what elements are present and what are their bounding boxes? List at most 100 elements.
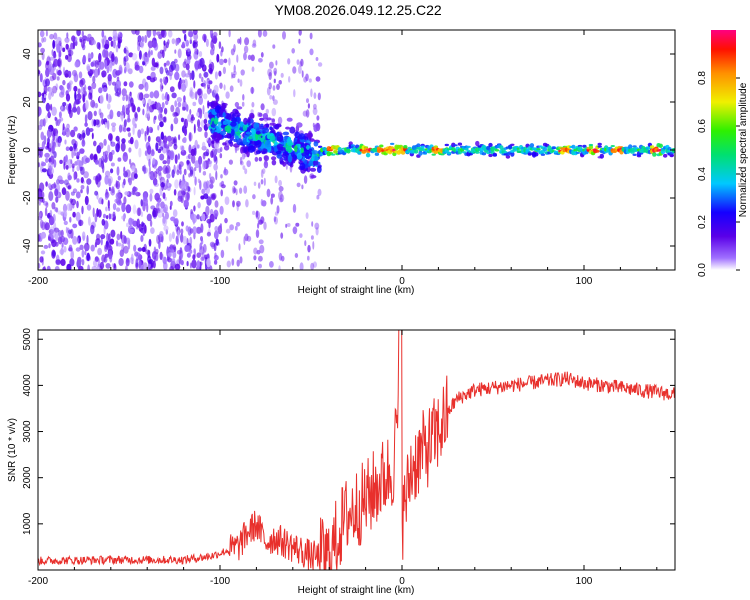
spectrogram-cell — [294, 253, 299, 258]
spectrogram-cell — [289, 126, 296, 134]
spectrogram-cell — [309, 48, 314, 56]
spectrogram-cell — [229, 121, 237, 127]
spectrogram-cell — [243, 45, 249, 54]
spectrogram-cell — [299, 162, 306, 170]
spectrogram-cell — [87, 111, 93, 121]
spectrogram-cell — [41, 51, 45, 61]
spectrogram-cell — [183, 33, 187, 42]
spectrogram-cell — [542, 147, 548, 152]
spectrogram-cell — [45, 102, 51, 112]
spectrogram-cell — [313, 124, 319, 132]
spectrogram-cell — [116, 207, 121, 212]
spectrogram-cell — [246, 160, 251, 168]
spectrogram-x-ticks: -200 -100 0 100 — [28, 30, 658, 287]
spectrogram-cell — [116, 233, 121, 241]
spectrogram-cell — [96, 42, 101, 50]
spectrogram-cell — [273, 216, 277, 223]
spectrogram-cell — [226, 260, 231, 268]
spectrogram-cell — [81, 259, 85, 266]
spectrogram-cell — [247, 54, 252, 61]
spectrogram-cell — [281, 153, 288, 158]
spectrogram-cell — [198, 51, 203, 57]
spectrogram-cell — [190, 148, 195, 156]
spectrogram-cell — [315, 57, 319, 61]
spectrogram-cell — [189, 236, 193, 246]
snr-xtick-label: 0 — [399, 576, 405, 587]
spectrogram-cell — [188, 173, 191, 178]
spectrogram-cell — [197, 144, 200, 149]
spectrogram-cell — [219, 108, 224, 113]
spectrogram-cell — [168, 252, 172, 258]
spectrogram-cell — [98, 52, 102, 63]
spectrogram-cell — [93, 110, 97, 117]
spectrogram-cell — [176, 169, 180, 176]
spectrogram-cell — [510, 143, 515, 146]
spectrogram-cell — [310, 88, 313, 98]
spectrogram-cell — [161, 30, 165, 38]
spectrogram-cell — [140, 199, 144, 207]
spectrogram-cell — [45, 202, 49, 208]
spectrogram-cell — [97, 247, 102, 256]
spectrogram-cell — [245, 199, 249, 208]
spectrogram-cell — [149, 193, 153, 202]
spectrogram-cell — [64, 139, 67, 145]
spectrogram-cell — [305, 212, 309, 220]
spectrogram-cell — [63, 220, 68, 226]
spectrogram-cell — [266, 117, 272, 121]
spectrogram-cell — [132, 125, 135, 135]
spectrogram-cell — [301, 184, 304, 190]
spectrogram-cell — [107, 144, 111, 154]
spectrogram-cell — [240, 69, 245, 76]
spectrogram-cell — [191, 70, 195, 81]
spectrogram-cell — [86, 234, 89, 245]
spectrogram-cell — [204, 131, 208, 139]
spectrogram-cell — [141, 98, 145, 105]
spectrogram-cell — [180, 228, 184, 235]
spectrogram-cell — [215, 156, 218, 165]
spectrogram-heatmap — [38, 30, 675, 270]
spectrogram-cell — [44, 207, 48, 217]
spectrogram-cell — [171, 169, 175, 179]
spectrogram-cell — [101, 198, 104, 205]
spectrogram-cell — [317, 164, 322, 169]
spectrogram-cell — [189, 131, 192, 142]
spectrogram-cell — [193, 168, 196, 179]
spectrogram-cell — [79, 219, 82, 227]
spectrogram-cell — [228, 159, 233, 165]
spectrogram-cell — [105, 263, 111, 269]
spectrogram-cell — [153, 90, 160, 99]
spectrogram-cell — [197, 119, 201, 128]
spectrogram-cell — [51, 49, 54, 56]
spectrogram-cell — [73, 126, 78, 132]
spectrogram-cell — [158, 240, 161, 250]
spectrogram-cell — [227, 120, 231, 126]
spectrogram-cell — [272, 44, 276, 49]
spectrogram-cell — [84, 114, 88, 124]
spectrogram-cell — [95, 175, 99, 185]
spectrogram-cell — [658, 143, 663, 148]
spectrogram-cell — [123, 235, 127, 244]
spectrogram-cell — [137, 35, 142, 43]
spectrogram-cell — [168, 141, 173, 147]
spectrogram-cell — [302, 110, 308, 117]
spectrogram-cell — [258, 58, 263, 63]
spectrogram-cell — [66, 203, 72, 212]
spectrogram-cell — [383, 152, 388, 156]
spectrogram-cell — [209, 30, 214, 39]
spectrogram-cell — [99, 112, 104, 119]
spectrogram-cell — [278, 179, 282, 187]
spectrogram-cell — [189, 36, 192, 44]
spectrogram-cell — [182, 30, 187, 34]
spectrogram-cell — [202, 243, 207, 253]
spectrogram-cell — [207, 102, 215, 107]
spectrogram-cell — [71, 35, 76, 42]
spectrogram-cell — [194, 47, 198, 55]
spectrogram-cell — [244, 37, 250, 46]
spectrogram-cell — [87, 264, 90, 270]
spectrogram-cell — [107, 176, 113, 184]
spectrogram-cell — [313, 92, 317, 99]
spectrogram-cell — [89, 72, 92, 78]
spectrogram-cell — [74, 99, 80, 105]
spectrogram-cell — [90, 61, 95, 67]
spectrogram-cell — [169, 265, 174, 270]
